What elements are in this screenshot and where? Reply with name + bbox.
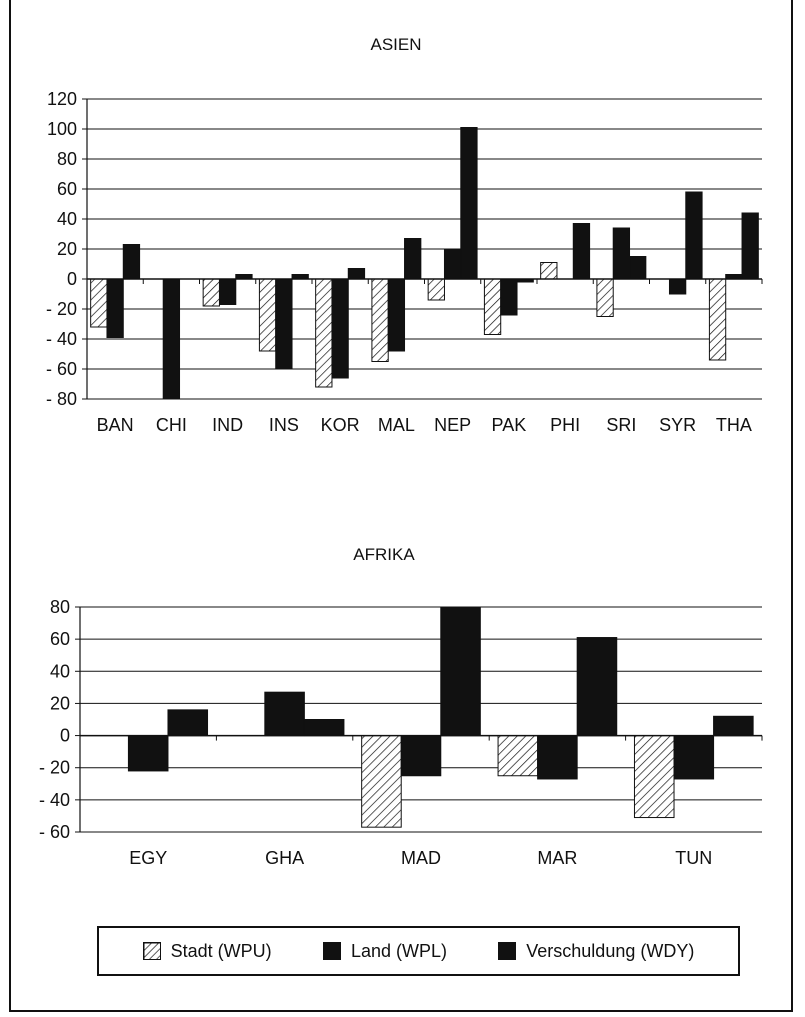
legend-label-verschuldung: Verschuldung (WDY) bbox=[526, 940, 695, 961]
x-category-label: SRI bbox=[606, 415, 636, 435]
y-tick-label: - 60 bbox=[39, 822, 70, 842]
x-category-label: INS bbox=[269, 415, 299, 435]
bar-land-ban bbox=[106, 278, 124, 338]
bar-verschuldung-ban bbox=[122, 244, 141, 280]
bar-verschuldung-sri bbox=[629, 256, 647, 280]
bar-verschuldung-kor bbox=[347, 268, 366, 280]
bar-verschuldung-mal bbox=[404, 238, 422, 280]
legend-item-land: Land (WPL) bbox=[322, 940, 447, 962]
y-tick-label: - 40 bbox=[46, 329, 77, 349]
legend-label-stadt: Stadt (WPU) bbox=[170, 940, 272, 961]
bar-stadt-sri bbox=[596, 278, 614, 317]
bar-stadt-kor bbox=[315, 278, 333, 388]
chart-asien: ASIEN 120 100 80 60 40 20 0 - 20 - 40 - 60 - 80 BAN… bbox=[46, 35, 763, 435]
y-tick-label: 20 bbox=[50, 693, 70, 713]
x-category-label: CHI bbox=[156, 415, 187, 435]
y-tick-label: 20 bbox=[57, 239, 77, 259]
bar-stadt-mal bbox=[371, 278, 389, 362]
x-category-label: MAL bbox=[378, 415, 415, 435]
bar-verschuldung-tun bbox=[713, 715, 754, 737]
bar-land-nep bbox=[443, 248, 462, 280]
bar-land-gha bbox=[264, 691, 305, 737]
y-tick-label: 60 bbox=[50, 629, 70, 649]
bar-stadt-nep bbox=[427, 278, 445, 301]
bar-land-mar bbox=[537, 735, 578, 780]
bar-land-mal bbox=[387, 278, 406, 352]
bar-stadt-ind bbox=[202, 278, 220, 307]
figure-frame bbox=[9, 0, 793, 1012]
bar-stadt-ban bbox=[90, 278, 108, 328]
bar-verschuldung-syr bbox=[685, 191, 703, 280]
x-category-label: PHI bbox=[550, 415, 580, 435]
chart-afrika: AFRIKA 80 60 40 20 0 - 20 - 40 - 60 EGY GHA MAD MAR… bbox=[39, 545, 763, 868]
y-tick-label: 80 bbox=[50, 597, 70, 617]
legend: Stadt (WPU) Land (WPL) Verschuldung (WDY… bbox=[97, 926, 740, 976]
y-tick-label: - 20 bbox=[46, 299, 77, 319]
bar-verschuldung-tha bbox=[741, 212, 759, 280]
chart-title-asien: ASIEN bbox=[370, 35, 421, 54]
bar-verschuldung-nep bbox=[460, 127, 478, 280]
bar-stadt-tha bbox=[708, 278, 727, 361]
x-category-label: EGY bbox=[129, 848, 167, 868]
y-tick-label: 0 bbox=[67, 269, 77, 289]
bar-stadt-mar bbox=[497, 735, 539, 777]
bar-stadt-pak bbox=[483, 278, 502, 335]
solid-swatch-icon bbox=[498, 942, 517, 960]
y-tick-label: - 20 bbox=[39, 758, 70, 778]
y-tick-label: 80 bbox=[57, 149, 77, 169]
y-tick-label: 0 bbox=[60, 726, 70, 746]
bar-land-ind bbox=[218, 278, 237, 305]
bar-stadt-mad bbox=[361, 735, 402, 828]
bar-land-kor bbox=[331, 278, 349, 379]
legend-label-land: Land (WPL) bbox=[350, 940, 447, 961]
x-category-label: PAK bbox=[492, 415, 527, 435]
bar-land-ins bbox=[275, 278, 293, 370]
x-category-label: THA bbox=[716, 415, 752, 435]
bar-stadt-phi bbox=[540, 262, 558, 280]
y-tick-label: 40 bbox=[50, 661, 70, 681]
bar-stadt-tun bbox=[633, 735, 675, 819]
legend-item-stadt: Stadt (WPU) bbox=[142, 940, 272, 962]
x-category-label: IND bbox=[212, 415, 243, 435]
x-category-label: GHA bbox=[265, 848, 304, 868]
x-category-label: TUN bbox=[675, 848, 712, 868]
bar-stadt-ins bbox=[258, 278, 277, 352]
bar-land-syr bbox=[668, 278, 687, 295]
bar-verschuldung-phi bbox=[572, 223, 591, 280]
bar-verschuldung-mar bbox=[576, 637, 618, 737]
x-category-label: NEP bbox=[434, 415, 471, 435]
x-category-label: SYR bbox=[659, 415, 696, 435]
legend-item-verschuldung: Verschuldung (WDY) bbox=[498, 941, 694, 962]
y-tick-label: - 40 bbox=[39, 790, 70, 810]
bar-verschuldung-mad bbox=[440, 606, 481, 737]
y-tick-label: 60 bbox=[57, 179, 77, 199]
solid-swatch-icon bbox=[322, 942, 341, 960]
bar-land-egy bbox=[127, 735, 169, 772]
bar-verschuldung-egy bbox=[167, 709, 209, 737]
bar-land-pak bbox=[500, 278, 518, 316]
y-tick-label: - 80 bbox=[46, 389, 77, 409]
hatch-swatch-icon bbox=[142, 942, 161, 960]
y-tick-label: 100 bbox=[47, 119, 77, 139]
bar-land-mad bbox=[400, 735, 442, 777]
x-category-label: BAN bbox=[97, 415, 134, 435]
bar-land-chi bbox=[162, 278, 181, 400]
y-tick-label: - 60 bbox=[46, 359, 77, 379]
x-category-label: MAR bbox=[537, 848, 577, 868]
bar-land-tun bbox=[673, 735, 715, 780]
y-tick-label: 120 bbox=[47, 89, 77, 109]
bar-land-sri bbox=[612, 227, 631, 280]
bar-verschuldung-gha bbox=[303, 719, 345, 737]
chart-title-afrika: AFRIKA bbox=[353, 545, 415, 564]
x-category-label: KOR bbox=[321, 415, 360, 435]
y-tick-label: 40 bbox=[57, 209, 77, 229]
x-category-label: MAD bbox=[401, 848, 441, 868]
